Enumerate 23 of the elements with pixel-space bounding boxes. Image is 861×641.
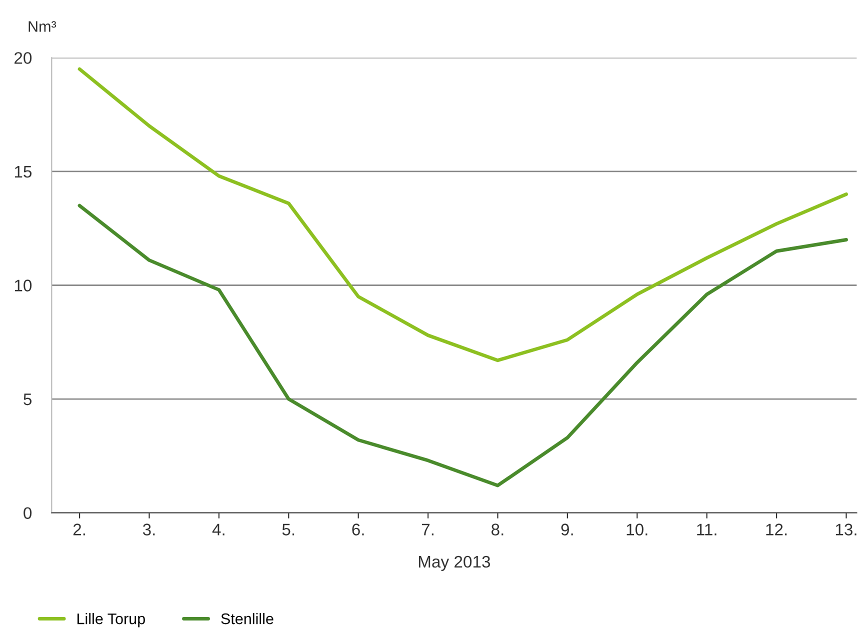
x-axis-title: May 2013 bbox=[418, 556, 490, 571]
x-tick-label: 4. bbox=[212, 524, 224, 536]
y-tick-label: 10 bbox=[14, 280, 32, 292]
y-axis-title: Nm³ bbox=[28, 21, 56, 32]
x-tick-label: 2. bbox=[73, 524, 85, 536]
x-tick-label: 12. bbox=[766, 524, 787, 536]
y-tick-label: 0 bbox=[24, 507, 32, 520]
y-tick-label: 20 bbox=[14, 52, 32, 64]
legend-label: Stenlille bbox=[221, 613, 274, 624]
y-tick-label: 15 bbox=[14, 166, 32, 178]
x-tick-label: 11. bbox=[697, 524, 716, 536]
y-tick-label: 5 bbox=[24, 394, 32, 406]
x-tick-label: 13. bbox=[836, 524, 856, 536]
x-tick-label: 6. bbox=[352, 524, 364, 536]
x-tick-label: 5. bbox=[282, 524, 294, 536]
x-tick-label: 3. bbox=[142, 524, 155, 536]
line-series bbox=[78, 204, 848, 488]
x-tick-label: 9. bbox=[561, 524, 573, 536]
x-tick-label: 10. bbox=[626, 524, 648, 536]
line-series bbox=[78, 67, 848, 362]
x-tick-label: 8. bbox=[492, 524, 504, 536]
legend-label: Lille Torup bbox=[78, 613, 145, 628]
x-tick-label: 7. bbox=[422, 524, 434, 536]
